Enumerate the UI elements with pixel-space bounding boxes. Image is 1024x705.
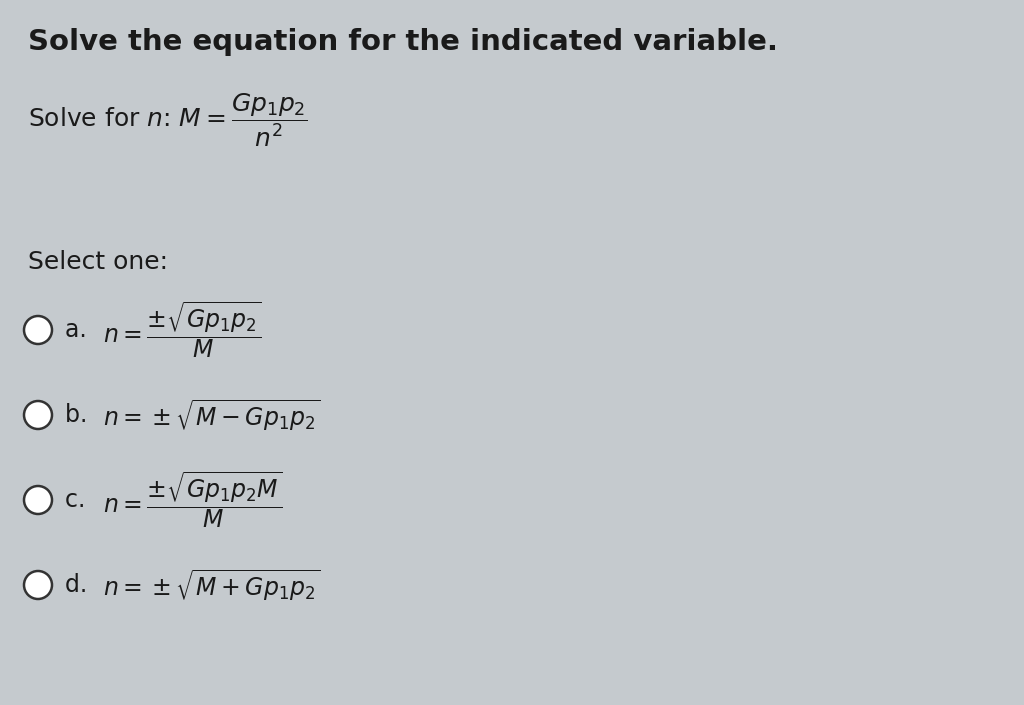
Text: d.: d. [65,573,95,597]
Text: $n = \pm\sqrt{M + Gp_1p_2}$: $n = \pm\sqrt{M + Gp_1p_2}$ [103,568,321,603]
Text: $n = \pm\sqrt{M - Gp_1p_2}$: $n = \pm\sqrt{M - Gp_1p_2}$ [103,397,321,433]
Text: $n = \dfrac{\pm\sqrt{Gp_1p_2}}{M}$: $n = \dfrac{\pm\sqrt{Gp_1p_2}}{M}$ [103,300,262,360]
Text: c.: c. [65,488,93,512]
Text: Solve for $n$: $M = \dfrac{Gp_1p_2}{n^2}$: Solve for $n$: $M = \dfrac{Gp_1p_2}{n^2}… [28,92,308,149]
Text: $n = \dfrac{\pm\sqrt{Gp_1p_2M}}{M}$: $n = \dfrac{\pm\sqrt{Gp_1p_2M}}{M}$ [103,470,283,530]
Text: Select one:: Select one: [28,250,168,274]
Text: b.: b. [65,403,95,427]
Text: a.: a. [65,318,94,342]
Text: Solve the equation for the indicated variable.: Solve the equation for the indicated var… [28,28,778,56]
